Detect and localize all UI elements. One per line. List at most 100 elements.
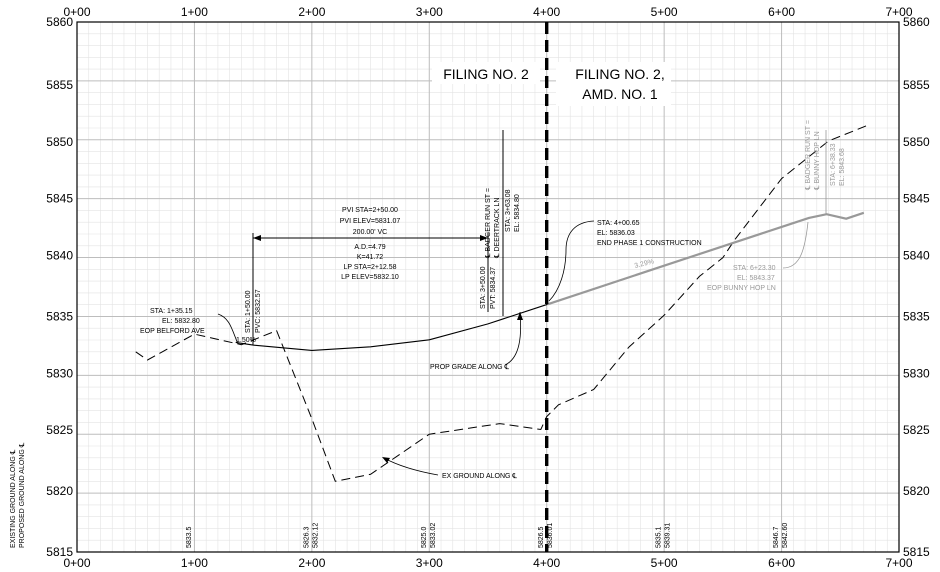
bottom-proposed-elev: 5842.60	[782, 523, 789, 548]
bottom-existing-elev: 5846.7	[773, 526, 780, 548]
elevation-label-right: 5855	[903, 78, 930, 92]
algebraic-difference: A.D.=4.79	[354, 244, 385, 251]
pvc-sta-label: STA: 1+50.00	[245, 290, 252, 333]
elevation-label-right: 5815	[903, 545, 930, 559]
station-label-bottom: 7+00	[885, 556, 912, 570]
match-label-left-bg	[432, 62, 540, 84]
bottom-proposed-elev: 5836.01	[547, 523, 554, 548]
bottom-existing-elev: 5825.0	[421, 526, 428, 548]
existing-ground-line	[135, 124, 870, 482]
end-phase-el: EL: 5836.03	[597, 230, 635, 237]
lp-elev: LP ELEV=5832.10	[341, 274, 399, 281]
plot-frame	[76, 21, 900, 553]
station-label-top: 4+00	[533, 5, 560, 19]
station-label-top: 5+00	[651, 5, 678, 19]
match-label-left: FILING NO. 2	[443, 66, 529, 82]
elevation-label-right: 5830	[903, 366, 930, 380]
pvc-elev-label: PVC: 5832.57	[255, 289, 262, 333]
badger-deertrack-el: EL: 5834.80	[514, 194, 521, 232]
bottom-existing-elev: 5835.1	[656, 526, 663, 548]
station-label-top: 1+00	[181, 5, 208, 19]
future-grade-line	[547, 211, 865, 306]
bottom-proposed-elev: 5833.02	[430, 523, 437, 548]
elevation-labels-left: 5860 5855 5850 5845 5840 5835 5830 5825 …	[46, 15, 73, 559]
badger-bunny-line2: ℄ BUNNY HOP LN	[814, 131, 821, 191]
end-phase-sta: STA: 4+00.65	[597, 220, 640, 227]
end-phase-leader	[548, 220, 595, 302]
belford-sta: STA: 1+35.15	[150, 308, 193, 315]
bunny-hop-eop-el: EL: 5843.37	[737, 275, 775, 282]
match-label-right-line1: FILING NO. 2,	[575, 66, 664, 82]
elevation-label-left: 5845	[46, 192, 73, 206]
k-value: K=41.72	[357, 254, 383, 261]
badger-deertrack-line2: ℄ DEERTRACK LN	[494, 198, 501, 259]
ex-ground-label: EX GROUND ALONG ℄	[442, 473, 517, 480]
elevation-label-right: 5845	[903, 192, 930, 206]
station-label-bottom: 2+00	[298, 556, 325, 570]
pvi-elev: PVI ELEV=5831.07	[340, 218, 401, 225]
end-phase-label: STA: 4+00.65 EL: 5836.03 END PHASE 1 CON…	[597, 220, 702, 247]
elevation-label-right: 5860	[903, 15, 930, 29]
bottom-elevation-readouts: 5833.5 5826.3 5832.12 5825.0 5833.02 582…	[186, 523, 789, 548]
side-label: EXISTING GROUND ALONG ℄ PROPOSED GROUND …	[10, 442, 26, 548]
elevation-label-left: 5825	[46, 423, 73, 437]
vertical-curve-dimension	[252, 233, 489, 345]
arrow-head-icon	[253, 235, 261, 241]
proposed-grade-line	[235, 303, 548, 351]
lp-sta: LP STA=2+12.58	[343, 264, 396, 271]
elevation-label-right: 5840	[903, 249, 930, 263]
belford-eop: EOP BELFORD AVE	[140, 328, 205, 335]
station-label-bottom: 1+00	[181, 556, 208, 570]
arrow-head-icon	[480, 235, 488, 241]
bottom-proposed-elev: 5839.31	[665, 523, 672, 548]
match-label-right-bg	[556, 62, 671, 106]
elevation-label-left: 5855	[46, 78, 73, 92]
vc-length: 200.00' VC	[353, 229, 387, 236]
elevation-label-left: 5830	[46, 366, 73, 380]
station-labels-bottom: 0+00 1+00 2+00 3+00 4+00 5+00 6+00 7+00	[63, 556, 912, 570]
belford-leader	[217, 313, 239, 345]
elevation-labels-right: 5860 5855 5850 5845 5840 5835 5830 5825 …	[903, 15, 930, 559]
elevation-label-left: 5860	[46, 15, 73, 29]
side-label-existing: EXISTING GROUND ALONG ℄	[10, 449, 17, 548]
station-label-bottom: 3+00	[416, 556, 443, 570]
badger-deertrack-sta: STA: 3+63.08	[505, 189, 512, 232]
elevation-label-right: 5850	[903, 135, 930, 149]
badger-bunny-el: EL: 5843.68	[839, 148, 846, 186]
end-phase-note: END PHASE 1 CONSTRUCTION	[597, 240, 702, 247]
pvt-sta-label: STA: 3+50.00	[480, 266, 487, 309]
pvt-elev-label: PVT: 5834.37	[490, 267, 497, 309]
belford-label: STA: 1+35.15 EL: 5832.80 EOP BELFORD AVE	[140, 308, 205, 335]
bunny-hop-eop-sta: STA: 6+23.30	[733, 265, 776, 272]
elevation-label-right: 5820	[903, 484, 930, 498]
elevation-label-left: 5840	[46, 249, 73, 263]
badger-bunny-label: ℄ BADGER RUN ST = ℄ BUNNY HOP LN STA: 6+…	[805, 120, 846, 191]
side-label-proposed: PROPOSED GROUND ALONG ℄	[19, 442, 26, 548]
badger-deertrack-label: ℄ BADGER RUN ST = ℄ DEERTRACK LN STA: 3+…	[485, 188, 521, 259]
station-label-bottom: 4+00	[533, 556, 560, 570]
bottom-existing-elev: 5833.5	[186, 526, 193, 548]
elevation-label-left: 5815	[46, 545, 73, 559]
elevation-label-left: 5820	[46, 484, 73, 498]
elevation-label-left: 5850	[46, 135, 73, 149]
station-label-top: 6+00	[768, 5, 795, 19]
station-label-top: 0+00	[63, 5, 90, 19]
arrow-head-icon	[382, 457, 390, 463]
station-label-top: 3+00	[416, 5, 443, 19]
prop-grade-label: PROP GRADE ALONG ℄	[430, 364, 510, 371]
station-label-top: 7+00	[885, 5, 912, 19]
station-label-top: 2+00	[298, 5, 325, 19]
arrow-head-icon	[517, 312, 523, 320]
bottom-existing-elev: 5826.5	[538, 526, 545, 548]
badger-bunny-sta: STA: 6+38.33	[830, 143, 837, 186]
bunny-hop-eop-leader	[782, 221, 809, 269]
bottom-existing-elev: 5826.3	[303, 526, 310, 548]
station-label-bottom: 6+00	[768, 556, 795, 570]
bunny-hop-eop-note: EOP BUNNY HOP LN	[707, 285, 776, 292]
pvi-sta: PVI STA=2+50.00	[342, 207, 398, 214]
belford-el: EL: 5832.80	[162, 318, 200, 325]
station-label-bottom: 5+00	[651, 556, 678, 570]
badger-bunny-line1: ℄ BADGER RUN ST =	[805, 120, 812, 191]
badger-deertrack-line1: ℄ BADGER RUN ST =	[485, 188, 492, 259]
